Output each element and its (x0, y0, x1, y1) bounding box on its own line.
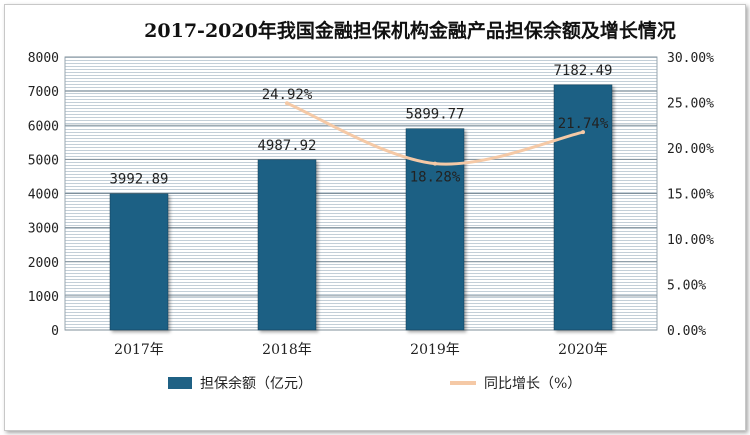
legend-swatch-balance (168, 377, 192, 389)
chart-title: 2017-2020年我国金融担保机构金融产品担保余额及增长情况 (144, 20, 676, 42)
left-tick-label: 5000 (28, 153, 59, 168)
left-axis-ticks: 0 1000 2000 3000 4000 5000 6000 7000 8000 (28, 51, 59, 339)
bar-value-label: 5899.77 (405, 107, 464, 123)
right-tick-label: 15.00% (667, 188, 714, 203)
growth-point (285, 101, 289, 106)
left-tick-label: 1000 (28, 290, 59, 305)
legend-label-growth: 同比增长（%） (484, 376, 581, 392)
right-tick-label: 20.00% (667, 142, 714, 157)
bar (257, 159, 317, 331)
x-tick-label: 2020年 (558, 342, 608, 358)
growth-value-label: 18.28% (410, 170, 461, 186)
growth-value-label: 24.92% (262, 87, 313, 103)
bar (553, 84, 613, 331)
legend: 担保余额（亿元） 同比增长（%） (168, 375, 581, 392)
right-axis-ticks: 0.00% 5.00% 10.00% 15.00% 20.00% 25.00% 30.00% (667, 51, 714, 339)
growth-value-label: 21.74% (558, 116, 609, 132)
x-tick-label: 2018年 (262, 342, 312, 358)
bar-value-label: 3992.89 (109, 172, 168, 188)
x-axis-ticks: 2017年 2018年 2019年 2020年 (114, 342, 608, 358)
right-tick-label: 10.00% (667, 233, 714, 248)
right-tick-label: 0.00% (667, 324, 706, 339)
bar-value-label: 4987.92 (257, 138, 316, 154)
right-tick-label: 5.00% (667, 279, 706, 294)
growth-point (581, 130, 585, 135)
growth-point (433, 161, 437, 166)
x-tick-label: 2019年 (410, 342, 460, 358)
left-tick-label: 7000 (28, 85, 59, 100)
left-tick-label: 2000 (28, 256, 59, 271)
right-tick-label: 25.00% (667, 97, 714, 112)
left-tick-label: 3000 (28, 222, 59, 237)
growth-line: 24.92% 18.28% 21.74% (262, 87, 609, 185)
left-tick-label: 6000 (28, 119, 59, 134)
left-tick-label: 4000 (28, 188, 59, 203)
x-tick-label: 2017年 (114, 342, 164, 358)
left-tick-label: 8000 (28, 51, 59, 66)
bar-value-label: 7182.49 (553, 63, 612, 79)
left-tick-label: 0 (51, 324, 59, 339)
bar (109, 193, 169, 331)
right-tick-label: 30.00% (667, 51, 714, 66)
legend-label-balance: 担保余额（亿元） (200, 375, 312, 392)
